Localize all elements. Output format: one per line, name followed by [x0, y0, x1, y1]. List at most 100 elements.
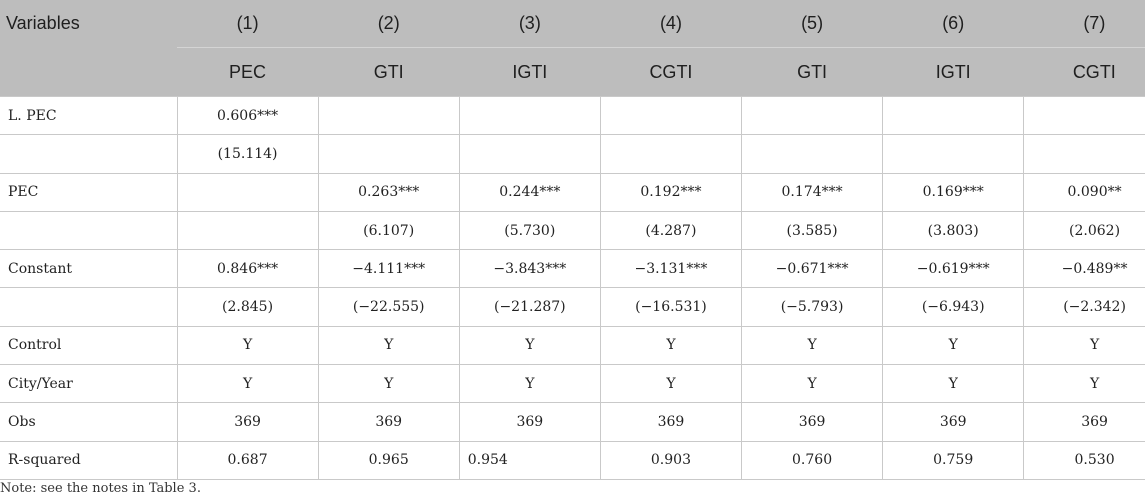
- row-label: R-squared: [0, 440, 178, 480]
- table-cell: 0.169***: [882, 172, 1025, 212]
- table-cell: 0.687: [176, 440, 319, 480]
- table-cell: (3.803): [882, 210, 1025, 251]
- table-cell: 369: [599, 402, 743, 442]
- row-label: PEC: [0, 172, 178, 212]
- table-cell: 0.090**: [1023, 172, 1145, 212]
- table-row: Control Y Y Y Y Y Y Y: [0, 325, 1145, 366]
- dependent-variable-header: IGTI: [459, 47, 601, 97]
- table-cell: 369: [1023, 402, 1145, 442]
- table-cell: 0.903: [599, 440, 743, 480]
- table-cell: [317, 95, 460, 136]
- table-cell: Y: [740, 325, 884, 366]
- table-cell: Y: [176, 364, 319, 404]
- table-cell: [740, 134, 884, 174]
- dependent-variable-header: IGTI: [882, 47, 1024, 97]
- table-cell: −0.489**: [1023, 249, 1145, 289]
- column-number-header: (6): [882, 0, 1024, 48]
- table-cell: (−21.287): [458, 287, 601, 327]
- table-cell: 0.530: [1023, 440, 1145, 480]
- row-label: Constant: [0, 249, 178, 289]
- table-cell: (−5.793): [740, 287, 884, 327]
- table-cell: [740, 95, 884, 136]
- table-row: Constant 0.846*** −4.111*** −3.843*** −3…: [0, 249, 1145, 289]
- table-cell: [1023, 134, 1145, 174]
- table-cell: −0.619***: [882, 249, 1025, 289]
- table-row: L. PEC 0.606***: [0, 95, 1145, 136]
- column-number-header: (5): [741, 0, 883, 48]
- column-number-header: (4): [600, 0, 742, 48]
- table-cell: [458, 95, 601, 136]
- table-cell: 0.192***: [599, 172, 743, 212]
- table-cell: Y: [740, 364, 884, 404]
- table-cell: (4.287): [599, 210, 743, 251]
- table-cell: (2.062): [1023, 210, 1145, 251]
- table-cell: −0.671***: [740, 249, 884, 289]
- column-number-header: (1): [177, 0, 319, 48]
- dependent-variable-header: CGTI: [1023, 47, 1145, 97]
- table-cell: 0.244***: [458, 172, 601, 212]
- row-label: L. PEC: [0, 95, 178, 136]
- table-cell: 369: [176, 402, 319, 442]
- table-header: Variables (1) (2) (3) (4) (5) (6) (7) PE…: [0, 0, 1145, 97]
- table-cell: Y: [1023, 364, 1145, 404]
- table-cell: −3.131***: [599, 249, 743, 289]
- regression-table: Variables (1) (2) (3) (4) (5) (6) (7) PE…: [0, 0, 1145, 480]
- table-cell: Y: [599, 364, 743, 404]
- table-cell: Y: [317, 325, 460, 366]
- table-cell: (5.730): [458, 210, 601, 251]
- table-cell: [599, 134, 743, 174]
- table-cell: Y: [317, 364, 460, 404]
- table-row: City/Year Y Y Y Y Y Y Y: [0, 364, 1145, 404]
- row-label: [0, 210, 178, 251]
- table-cell: [458, 134, 601, 174]
- table-cell: [176, 210, 319, 251]
- table-cell: Y: [458, 364, 601, 404]
- table-cell: −3.843***: [458, 249, 601, 289]
- table-cell: 0.174***: [740, 172, 884, 212]
- table-cell: [176, 172, 319, 212]
- table-body: L. PEC 0.606*** (15.114) PEC 0.263*** 0.…: [0, 95, 1145, 480]
- table-cell: 0.760: [740, 440, 884, 480]
- table-row: (6.107) (5.730) (4.287) (3.585) (3.803) …: [0, 210, 1145, 251]
- row-label: [0, 287, 178, 327]
- table-cell: Y: [882, 364, 1025, 404]
- column-number-header: (2): [318, 0, 460, 48]
- table-note: Note: see the notes in Table 3.: [0, 481, 201, 496]
- table-cell: 0.606***: [176, 95, 319, 136]
- table-cell: (−22.555): [317, 287, 460, 327]
- table-cell: (3.585): [740, 210, 884, 251]
- table-row: R-squared 0.687 0.965 0.954 0.903 0.760 …: [0, 440, 1145, 480]
- table-row: (2.845) (−22.555) (−21.287) (−16.531) (−…: [0, 287, 1145, 327]
- table-cell: 369: [317, 402, 460, 442]
- table-cell: 369: [882, 402, 1025, 442]
- table-cell: Y: [599, 325, 743, 366]
- table-cell: −4.111***: [317, 249, 460, 289]
- table-cell: [882, 134, 1025, 174]
- row-label: [0, 134, 178, 174]
- header-row-column-numbers: Variables (1) (2) (3) (4) (5) (6) (7): [0, 0, 1145, 48]
- table-row: Obs 369 369 369 369 369 369 369: [0, 402, 1145, 442]
- table-cell: Y: [882, 325, 1025, 366]
- table-cell: Y: [176, 325, 319, 366]
- table-cell: [317, 134, 460, 174]
- column-number-header: (3): [459, 0, 601, 48]
- table-cell: (2.845): [176, 287, 319, 327]
- table-cell: 369: [458, 402, 601, 442]
- table-cell: 0.965: [317, 440, 460, 480]
- table-cell: (−6.943): [882, 287, 1025, 327]
- empty-header-cell: [0, 47, 177, 97]
- row-label: Control: [0, 325, 178, 366]
- table-cell: 0.846***: [176, 249, 319, 289]
- table-cell: Y: [458, 325, 601, 366]
- variables-header: Variables: [0, 0, 177, 48]
- column-number-header: (7): [1023, 0, 1145, 48]
- table-cell: 0.263***: [317, 172, 460, 212]
- table-cell: [599, 95, 743, 136]
- table-cell: [1023, 95, 1145, 136]
- table-cell: (−16.531): [599, 287, 743, 327]
- header-row-dependent-variables: PEC GTI IGTI CGTI GTI IGTI CGTI: [0, 47, 1145, 97]
- dependent-variable-header: GTI: [741, 47, 883, 97]
- table-cell: (−2.342): [1023, 287, 1145, 327]
- table-cell: Y: [1023, 325, 1145, 366]
- table-cell: (15.114): [176, 134, 319, 174]
